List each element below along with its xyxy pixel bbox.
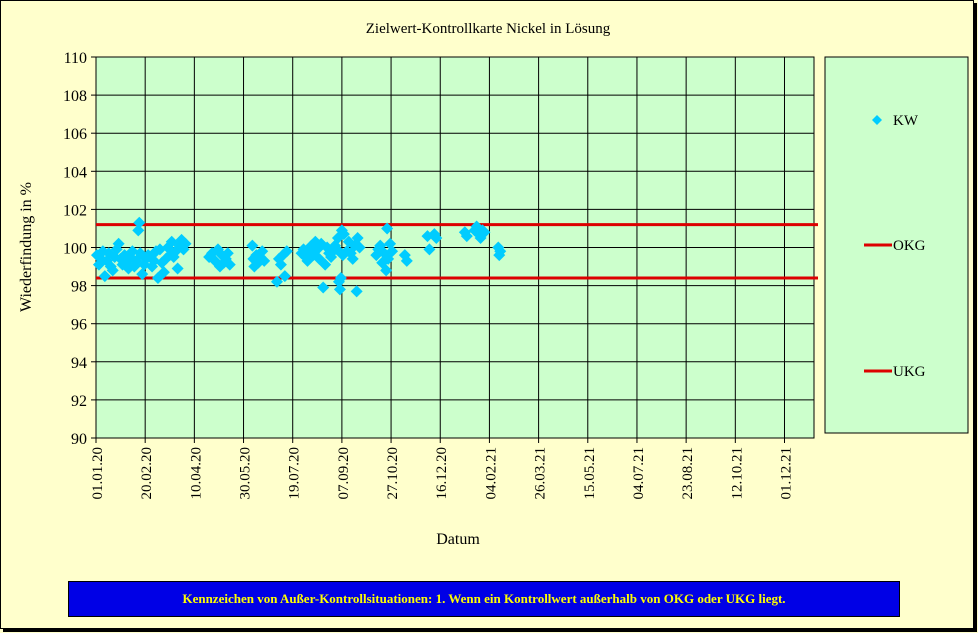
data-point <box>430 231 443 244</box>
x-tick-label: 07.09.20 <box>336 447 352 500</box>
x-tick-label: 19.07.20 <box>287 447 303 500</box>
data-point <box>350 285 363 298</box>
data-point <box>319 258 332 271</box>
data-point <box>136 268 149 281</box>
data-point <box>106 264 119 277</box>
data-point <box>256 245 269 258</box>
legend-marker-kw <box>872 115 882 125</box>
data-point <box>460 230 473 243</box>
y-tick-label: 106 <box>63 126 87 143</box>
legend <box>824 56 969 434</box>
data-point <box>333 283 346 296</box>
data-point <box>337 228 350 241</box>
x-tick-label: 16.12.20 <box>434 447 450 500</box>
data-point <box>400 254 413 267</box>
y-tick-label: 94 <box>71 355 87 372</box>
data-point <box>494 245 507 258</box>
limit-lines <box>96 223 818 280</box>
x-axis: 01.01.20 20.02.20 10.04.20 30.05.20 19.07.20… <box>90 438 794 500</box>
x-tick-label: 26.03.21 <box>533 447 549 500</box>
out-of-control-note-text: Kennzeichen von Außer-Kontrollsituatione… <box>182 591 786 606</box>
data-point <box>171 262 184 275</box>
data-point <box>317 281 330 294</box>
y-axis: 90 92 94 96 98 100 102 104 106 108 110 <box>63 50 96 448</box>
legend-label-kw: KW <box>893 113 919 129</box>
legend-label-okg: OKG <box>893 238 926 254</box>
data-point <box>270 275 283 288</box>
y-tick-label: 108 <box>63 88 87 105</box>
y-tick-label: 92 <box>71 393 87 410</box>
x-tick-label: 15.05.21 <box>582 447 598 500</box>
data-point <box>112 237 125 250</box>
data-point <box>386 245 399 258</box>
data-point <box>478 226 491 239</box>
data-point <box>247 252 260 265</box>
data-point <box>246 239 259 252</box>
chart-title: Zielwert-Kontrollkarte Nickel in Lösung <box>366 21 611 37</box>
data-point <box>278 270 291 283</box>
out-of-control-note: Kennzeichen von Außer-Kontrollsituatione… <box>68 581 900 617</box>
data-point <box>179 237 192 250</box>
x-axis-label: Datum <box>436 531 480 548</box>
data-point <box>381 222 394 235</box>
data-point <box>346 252 359 265</box>
data-point <box>133 216 146 229</box>
x-tick-label: 10.04.20 <box>188 447 204 500</box>
data-point <box>274 258 287 271</box>
data-point <box>334 271 347 284</box>
data-points <box>90 216 507 298</box>
data-point <box>223 258 236 271</box>
x-tick-label: 12.10.21 <box>729 447 745 500</box>
x-tick-label: 01.01.20 <box>90 447 106 500</box>
data-point <box>353 241 366 254</box>
x-tick-label: 23.08.21 <box>680 447 696 500</box>
data-point <box>351 231 364 244</box>
y-tick-label: 102 <box>63 202 87 219</box>
data-point <box>221 247 234 260</box>
data-point <box>380 264 393 277</box>
x-tick-label: 20.02.20 <box>139 447 155 500</box>
data-point <box>258 254 271 267</box>
data-point <box>132 224 145 237</box>
x-tick-label: 04.02.21 <box>483 447 499 500</box>
x-tick-label: 04.07.21 <box>631 447 647 500</box>
legend-items: KW OKG UKG <box>864 113 926 380</box>
data-point <box>280 245 293 258</box>
data-point <box>98 270 111 283</box>
data-point <box>120 256 133 269</box>
legend-label-ukg: UKG <box>893 364 926 380</box>
x-tick-label: 27.10.20 <box>385 447 401 500</box>
y-tick-label: 104 <box>63 164 87 181</box>
x-tick-label: 01.12.21 <box>778 447 794 500</box>
y-tick-label: 110 <box>64 50 87 67</box>
data-point <box>301 254 314 267</box>
y-tick-label: 96 <box>71 317 87 334</box>
data-point <box>157 266 170 279</box>
y-tick-label: 90 <box>71 431 87 448</box>
y-tick-label: 100 <box>63 241 87 258</box>
y-axis-label: Wiederfindung in % <box>18 182 35 312</box>
data-point <box>423 243 436 256</box>
y-tick-label: 98 <box>71 279 87 296</box>
x-tick-label: 30.05.20 <box>238 447 254 500</box>
